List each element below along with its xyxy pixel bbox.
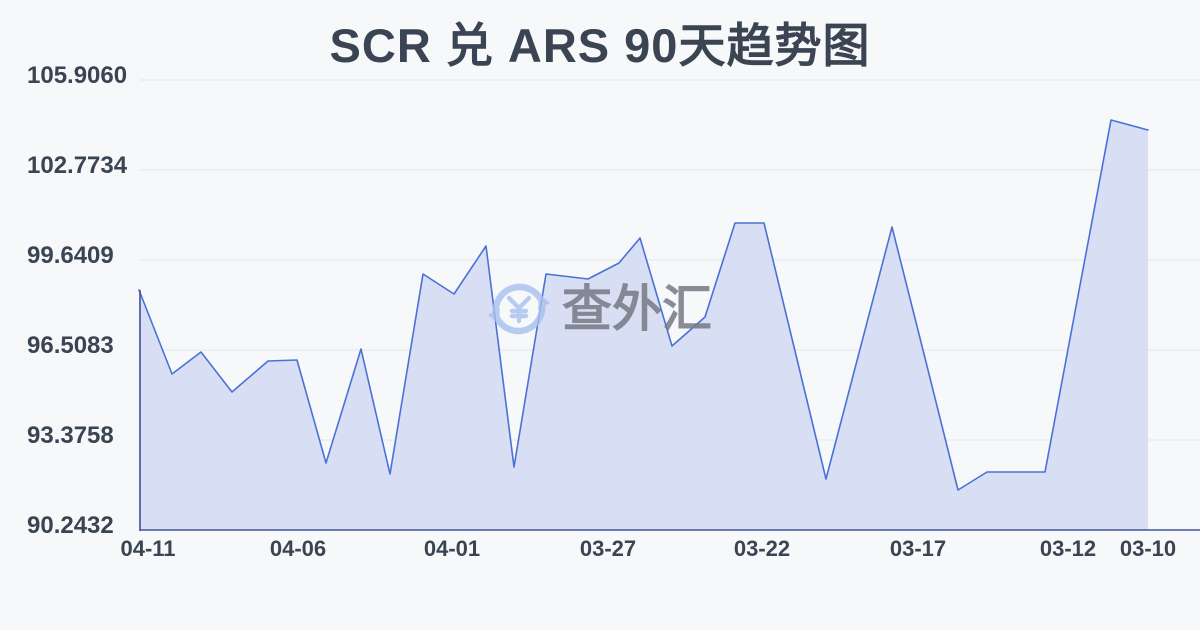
svg-text:查外汇: 查外汇 — [562, 281, 712, 337]
